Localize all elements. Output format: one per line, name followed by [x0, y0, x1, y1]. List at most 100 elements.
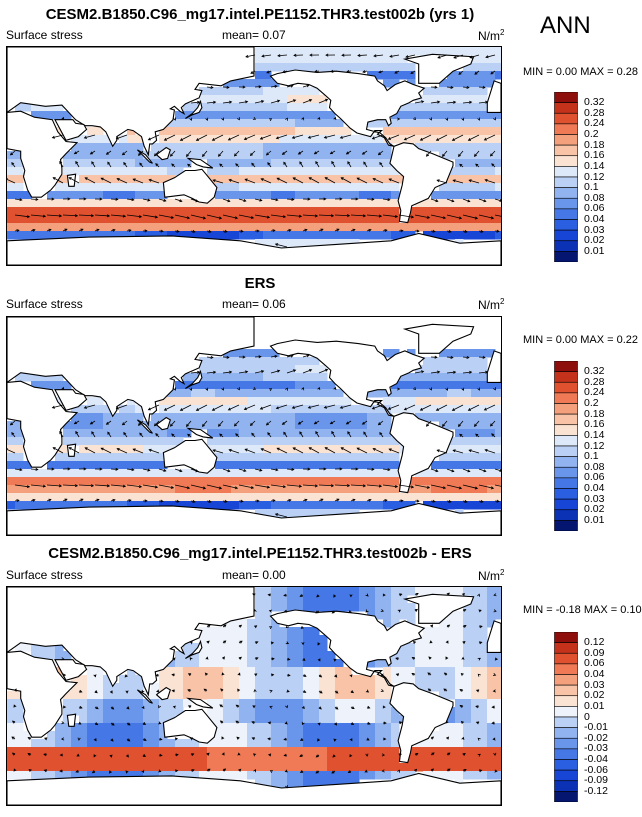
stress-cell [255, 373, 264, 382]
stress-cell [135, 699, 144, 708]
stress-cell [455, 469, 464, 478]
stress-cell [231, 79, 240, 88]
stress-cell [391, 127, 400, 136]
stress-cell [143, 477, 152, 486]
stress-cell [215, 731, 224, 740]
stress-cell [87, 675, 96, 684]
stress-vector [446, 101, 456, 104]
stress-cell [127, 413, 136, 422]
stress-cell [439, 627, 448, 636]
stress-cell [71, 215, 80, 224]
stress-cell [383, 595, 392, 604]
stress-cell [255, 381, 264, 390]
stress-cell [215, 413, 224, 422]
stress-cell [199, 501, 208, 510]
stress-cell [415, 397, 424, 406]
stress-cell [279, 501, 288, 510]
stress-vector [11, 162, 16, 168]
stress-vector-head [283, 737, 287, 741]
stress-cell [311, 143, 320, 152]
stress-cell [311, 501, 320, 510]
stress-cell [263, 493, 272, 502]
stress-cell [183, 691, 192, 700]
stress-cell [431, 747, 440, 756]
stress-cell [311, 207, 320, 216]
stress-cell [175, 421, 184, 430]
stress-cell [111, 167, 120, 176]
stress-cell [311, 437, 320, 446]
stress-cell [239, 651, 248, 660]
colorbar-swatch [554, 727, 578, 739]
stress-cell [287, 763, 296, 772]
stress-vector [286, 355, 294, 358]
stress-vector-head [235, 704, 239, 708]
stress-cell [287, 223, 296, 232]
stress-cell [111, 731, 120, 740]
stress-cell [447, 373, 456, 382]
stress-cell [255, 603, 264, 612]
stress-cell [479, 223, 488, 232]
stress-cell [431, 405, 440, 414]
stress-cell [335, 223, 344, 232]
stress-cell [471, 477, 480, 486]
stress-cell [423, 47, 432, 56]
stress-cell [343, 413, 352, 422]
stress-vector-head [285, 641, 290, 645]
stress-cell [391, 675, 400, 684]
stress-cell [71, 135, 80, 144]
stress-cell [79, 755, 88, 764]
stress-cell [327, 595, 336, 604]
stress-cell [215, 739, 224, 748]
stress-cell [95, 763, 104, 772]
stress-vector [340, 447, 352, 454]
stress-cell [207, 659, 216, 668]
stress-cell [39, 493, 48, 502]
stress-cell [439, 667, 448, 676]
stress-vector-head [491, 433, 495, 437]
stress-cell [279, 635, 288, 644]
stress-cell [23, 643, 32, 652]
stress-cell [287, 239, 296, 248]
stress-cell [415, 675, 424, 684]
colorbar-swatch [554, 208, 578, 220]
stress-cell [79, 469, 88, 478]
stress-cell [47, 493, 56, 502]
stress-cell [55, 373, 64, 382]
stress-vector-head [485, 370, 489, 374]
stress-cell [231, 127, 240, 136]
stress-cell [487, 747, 496, 756]
stress-vector-head [317, 722, 321, 726]
stress-vector [334, 214, 350, 217]
stress-cell [375, 755, 384, 764]
stress-vector [190, 484, 206, 489]
stress-cell [103, 691, 112, 700]
stress-cell [79, 151, 88, 160]
stress-cell [391, 389, 400, 398]
stress-vector-head [492, 689, 497, 693]
stress-vector [213, 449, 224, 454]
stress-cell [31, 215, 40, 224]
stress-cell [215, 429, 224, 438]
stress-cell [415, 413, 424, 422]
stress-vector-head [61, 657, 65, 661]
stress-cell [335, 421, 344, 430]
stress-cell [143, 763, 152, 772]
stress-vector [270, 85, 277, 88]
stress-cell [335, 445, 344, 454]
stress-vector-head [115, 136, 119, 140]
stress-cell [119, 731, 128, 740]
stress-cell [183, 739, 192, 748]
stress-cell [471, 501, 480, 510]
stress-vector [478, 198, 486, 202]
stress-cell [255, 357, 264, 366]
stress-cell [23, 103, 32, 112]
stress-cell [215, 651, 224, 660]
stress-cell [311, 381, 320, 390]
stress-cell [407, 215, 416, 224]
stress-cell [311, 111, 320, 120]
stress-cell [111, 445, 120, 454]
stress-cell [287, 405, 296, 414]
stress-cell [239, 437, 248, 446]
stress-vector-head [431, 752, 435, 756]
stress-cell [495, 71, 504, 80]
